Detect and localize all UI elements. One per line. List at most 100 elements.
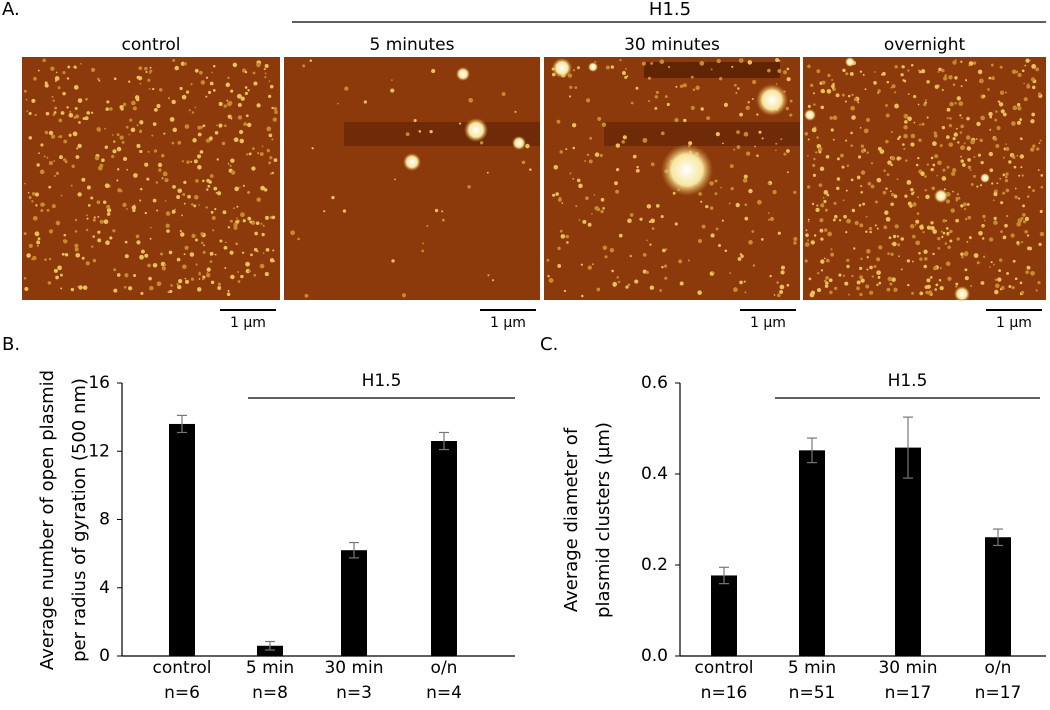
particle <box>79 62 82 65</box>
particle <box>722 142 724 145</box>
particle <box>54 76 60 81</box>
particle <box>978 230 983 236</box>
particle <box>742 178 748 183</box>
particle <box>262 252 265 254</box>
particle <box>886 287 891 292</box>
particle <box>754 145 756 148</box>
particle <box>109 107 113 111</box>
particle <box>113 268 117 272</box>
particle <box>917 69 921 72</box>
particle <box>751 230 755 233</box>
particle <box>233 222 238 227</box>
particle <box>140 249 145 254</box>
particle <box>266 148 270 153</box>
particle <box>642 252 647 257</box>
particle <box>251 166 256 171</box>
particle <box>90 196 94 200</box>
particle <box>609 247 615 253</box>
particle <box>237 115 243 120</box>
particle <box>128 133 130 136</box>
particle <box>744 291 747 294</box>
particle <box>706 116 710 120</box>
particle <box>26 110 29 112</box>
particle <box>942 168 946 172</box>
particle <box>945 219 948 222</box>
particle <box>152 263 158 268</box>
particle <box>128 80 131 83</box>
particle <box>893 287 898 292</box>
particle <box>945 199 951 204</box>
particle <box>846 218 851 224</box>
particle <box>860 185 863 188</box>
particle <box>887 160 892 165</box>
particle <box>999 65 1003 69</box>
particle <box>1037 280 1041 285</box>
image-title: overnight <box>884 35 966 55</box>
particle <box>946 107 951 112</box>
particle <box>827 231 833 237</box>
particle <box>131 205 137 210</box>
particle <box>1002 112 1007 117</box>
particle <box>200 125 204 129</box>
particle <box>715 132 720 137</box>
particle <box>552 193 556 197</box>
particle <box>915 219 920 224</box>
particle <box>223 104 227 108</box>
particle <box>182 192 186 196</box>
particle <box>211 215 216 220</box>
particle <box>596 287 601 292</box>
particle <box>967 165 972 170</box>
particle <box>964 276 969 281</box>
particle <box>930 221 934 225</box>
particle <box>870 162 874 165</box>
particle <box>786 283 790 287</box>
particle <box>571 123 577 128</box>
particle <box>45 111 50 116</box>
image-title: control <box>122 35 181 55</box>
particle <box>139 187 143 191</box>
particle <box>662 248 666 253</box>
particle <box>816 271 820 275</box>
blob <box>804 109 816 121</box>
particle <box>256 197 261 202</box>
particle <box>885 104 888 107</box>
particle <box>968 64 971 67</box>
particle <box>1025 270 1029 275</box>
particle <box>568 95 572 98</box>
particle <box>786 77 791 82</box>
particle <box>238 186 241 189</box>
particle <box>811 202 815 206</box>
particle <box>845 230 848 234</box>
particle <box>31 98 36 103</box>
particle <box>912 191 915 194</box>
particle <box>926 116 929 119</box>
particle <box>418 130 422 133</box>
y-tick-label: 16 <box>88 373 110 393</box>
particle <box>756 113 759 116</box>
particle <box>767 218 771 221</box>
particle <box>547 275 550 278</box>
particle <box>660 215 664 219</box>
particle <box>834 286 838 290</box>
particle <box>941 68 945 73</box>
group-label: H1.5 <box>362 371 402 391</box>
particle <box>236 205 239 208</box>
particle <box>885 187 888 190</box>
particle <box>152 87 155 91</box>
particle <box>585 196 589 200</box>
blob <box>980 173 990 183</box>
particle <box>903 79 907 83</box>
particle <box>1035 67 1040 72</box>
particle <box>772 189 777 195</box>
particle <box>969 169 972 171</box>
particle <box>933 131 937 135</box>
particle <box>712 271 715 274</box>
particle <box>885 216 891 222</box>
particle <box>883 169 886 172</box>
particle <box>853 97 858 102</box>
particle <box>1022 204 1026 208</box>
particle <box>859 223 864 228</box>
particle <box>825 154 830 159</box>
particle <box>1025 58 1030 63</box>
particle <box>180 232 185 237</box>
